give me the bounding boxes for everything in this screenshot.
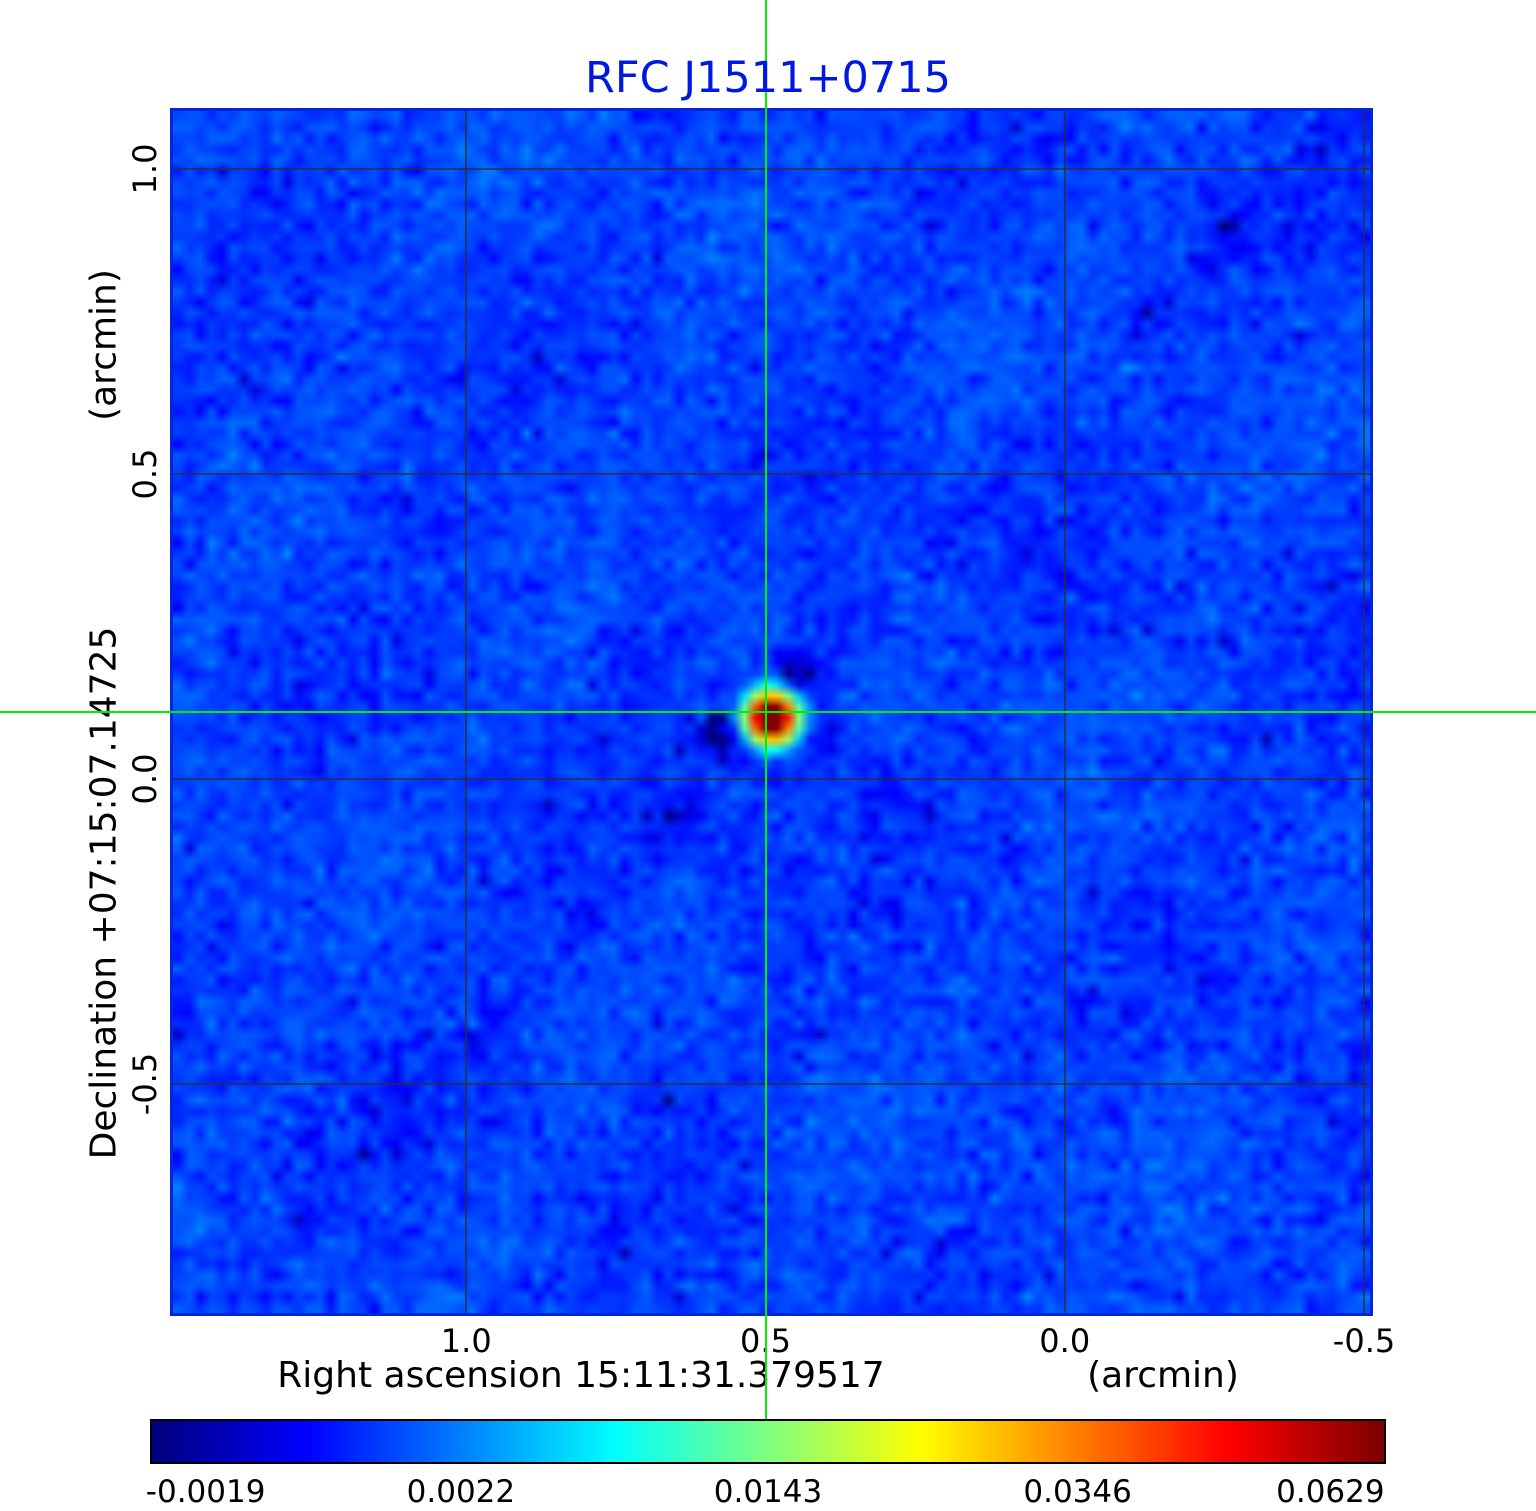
grid-line-horizontal (173, 167, 1370, 170)
colorbar-gradient-canvas (152, 1421, 1384, 1462)
x-axis-label: Right ascension 15:11:31.379517 (277, 1355, 885, 1396)
x-axis-unit-label: (arcmin) (1087, 1355, 1239, 1396)
grid-line-horizontal (173, 1083, 1370, 1086)
x-tick-label: -0.5 (1332, 1322, 1396, 1360)
colorbar (150, 1419, 1386, 1464)
grid-line-horizontal (173, 473, 1370, 476)
figure-title: RFC J1511+0715 (585, 53, 951, 103)
y-tick-label: 1.0 (126, 143, 164, 195)
x-tick-label: 1.0 (440, 1322, 492, 1360)
colorbar-tick-label: 0.0346 (1023, 1474, 1132, 1510)
colorbar-tick-label: 0.0629 (1276, 1474, 1385, 1510)
y-axis-unit-label: (arcmin) (83, 269, 125, 421)
grid-line-horizontal (173, 778, 1370, 781)
colorbar-tick-label: -0.0019 (145, 1474, 266, 1510)
crosshair-horizontal-line (0, 711, 1536, 713)
y-axis-label: Declination +07:15:07.14725 (83, 626, 125, 1160)
y-tick-label: 0.5 (126, 448, 164, 500)
y-tick-label: 0.0 (126, 753, 164, 805)
colorbar-tick-label: 0.0022 (406, 1474, 516, 1510)
crosshair-vertical-line (764, 0, 767, 1419)
colorbar-tick-label: 0.0143 (713, 1474, 823, 1510)
y-tick-label: -0.5 (126, 1052, 164, 1116)
x-tick-label: 0.0 (1039, 1322, 1091, 1360)
